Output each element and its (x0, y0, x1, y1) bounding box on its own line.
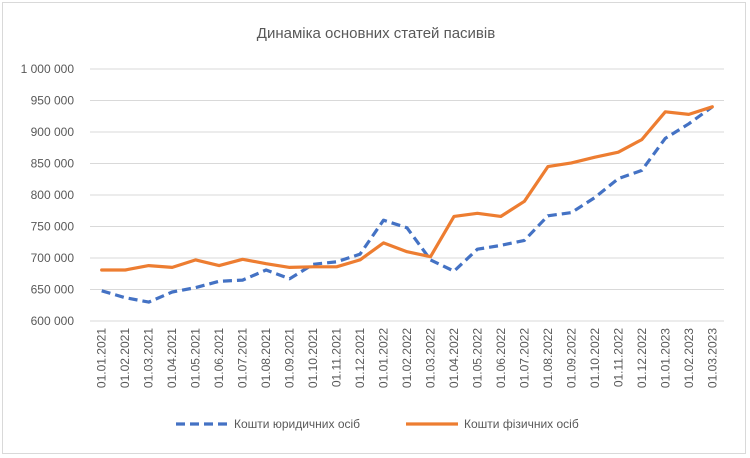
x-tick-label: 01.12.2022 (635, 328, 649, 388)
chart-title: Динаміка основних статей пасивів (257, 25, 495, 42)
x-tick-label: 01.06.2022 (494, 328, 508, 388)
x-tick-label: 01.04.2022 (447, 328, 461, 388)
y-tick-label: 1 000 000 (21, 62, 75, 76)
x-tick-label: 01.02.2023 (682, 328, 696, 388)
x-tick-label: 01.10.2021 (306, 328, 320, 388)
x-tick-label: 01.05.2022 (470, 328, 484, 388)
y-tick-label: 600 000 (31, 314, 75, 328)
series-line-2 (100, 105, 714, 272)
y-tick-label: 850 000 (31, 157, 75, 171)
legend-label: Кошти фізичних осіб (464, 417, 579, 431)
x-tick-label: 01.07.2021 (236, 328, 250, 388)
legend: Кошти юридичних осіб Кошти фізичних осіб (176, 417, 579, 431)
y-tick-label: 950 000 (31, 94, 75, 108)
y-tick-label: 650 000 (31, 283, 75, 297)
x-tick-label: 01.03.2022 (423, 328, 437, 388)
x-tick-label: 01.05.2021 (189, 328, 203, 388)
x-tick-label: 01.01.2022 (377, 328, 391, 388)
chart-frame (2, 2, 746, 454)
x-tick-label: 01.04.2021 (165, 328, 179, 388)
series-line-1 (101, 105, 714, 304)
x-axis-ticks: 01.01.2021 01.02.2021 01.03.2021 01.04.2021… (95, 328, 720, 388)
x-tick-label: 01.02.2022 (400, 328, 414, 388)
x-tick-label: 01.09.2021 (283, 328, 297, 388)
series-lines (100, 105, 714, 304)
x-tick-label: 01.01.2021 (95, 328, 109, 388)
x-tick-label: 01.07.2022 (517, 328, 531, 388)
x-tick-label: 01.09.2022 (564, 328, 578, 388)
x-tick-label: 01.03.2023 (705, 328, 719, 388)
y-tick-label: 700 000 (31, 251, 75, 265)
y-tick-label: 900 000 (31, 125, 75, 139)
y-tick-label: 750 000 (31, 220, 75, 234)
x-tick-label: 01.08.2022 (541, 328, 555, 388)
legend-label: Кошти юридичних осіб (234, 417, 360, 431)
x-tick-label: 01.11.2021 (330, 328, 344, 387)
x-tick-label: 01.01.2023 (658, 328, 672, 388)
x-tick-label: 01.02.2021 (118, 328, 132, 388)
x-tick-label: 01.11.2022 (611, 328, 625, 387)
gridlines (90, 68, 724, 322)
x-tick-label: 01.03.2021 (142, 328, 156, 388)
x-tick-label: 01.10.2022 (588, 328, 602, 388)
x-tick-label: 01.06.2021 (212, 328, 226, 388)
y-axis-ticks: 600 000 650 000 700 000 750 000 800 000 850 0… (21, 62, 75, 328)
y-tick-label: 800 000 (31, 188, 75, 202)
x-tick-label: 01.12.2021 (353, 328, 367, 388)
x-tick-label: 01.08.2021 (259, 328, 273, 388)
